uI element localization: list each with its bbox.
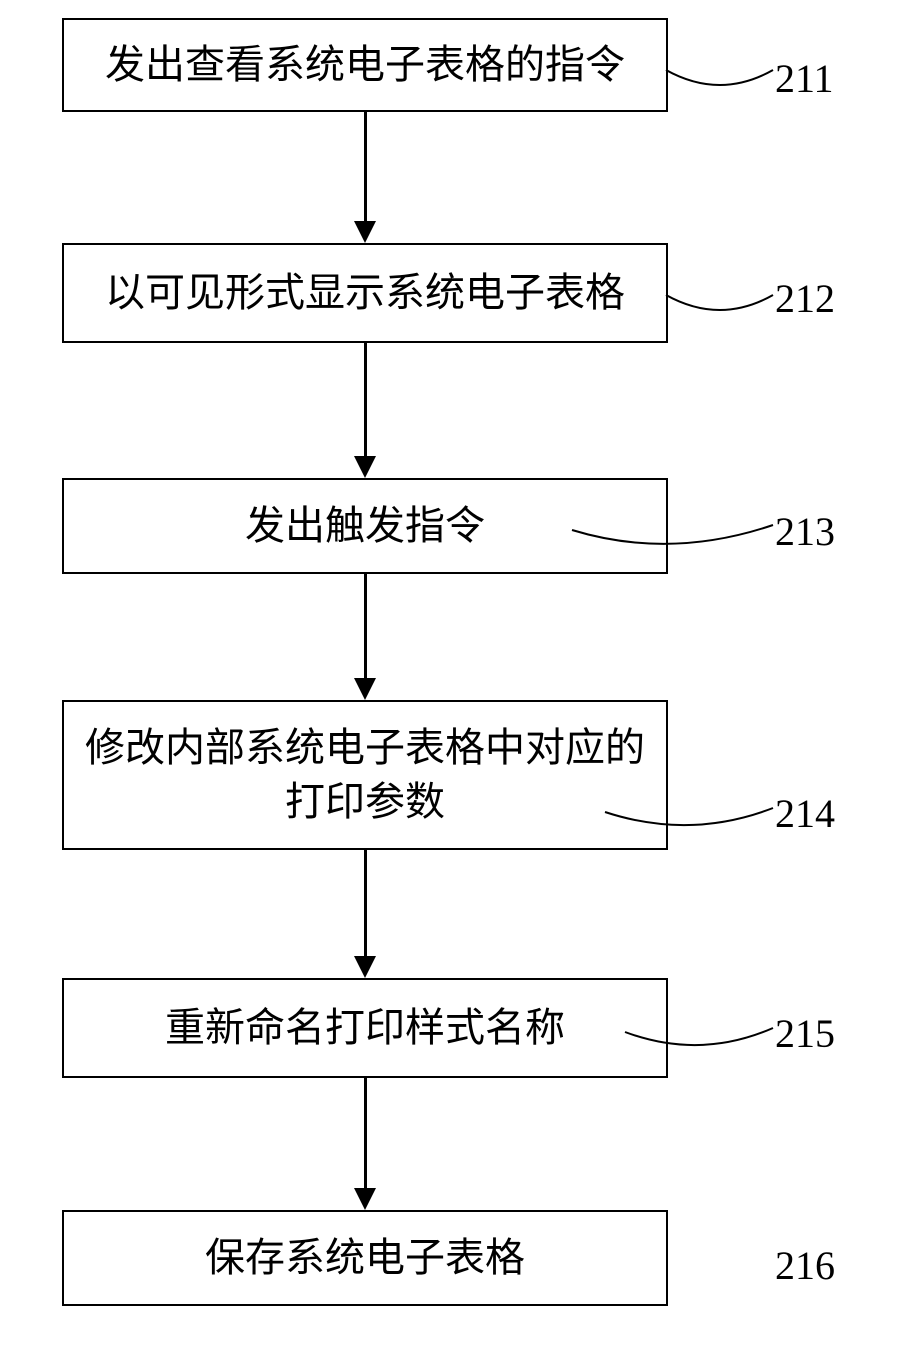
- flow-arrow-line: [364, 343, 367, 456]
- flow-node-text: 修改内部系统电子表格中对应的 打印参数: [75, 717, 655, 833]
- flow-arrow-head: [354, 1188, 376, 1210]
- flow-arrow-line: [364, 574, 367, 678]
- connector-curve: [661, 290, 778, 330]
- flow-node-text: 以可见形式显示系统电子表格: [95, 262, 635, 324]
- flow-node-label-n211: 211: [775, 55, 834, 102]
- flowchart-canvas: 发出查看系统电子表格的指令 211 以可见形式显示系统电子表格 212 发出触发指令 21…: [0, 0, 922, 1347]
- flow-node-label-n215: 215: [775, 1010, 835, 1057]
- flow-node-label-n216: 216: [775, 1242, 835, 1289]
- connector-curve: [661, 65, 778, 105]
- flow-node-n216: 保存系统电子表格: [62, 1210, 668, 1306]
- connector-curve: [620, 1023, 778, 1065]
- flow-arrow-line: [364, 850, 367, 956]
- flow-node-text: 发出查看系统电子表格的指令: [95, 34, 635, 96]
- flow-node-n211: 发出查看系统电子表格的指令: [62, 18, 668, 112]
- flow-node-text: 重新命名打印样式名称: [155, 997, 575, 1059]
- flow-arrow-line: [364, 1078, 367, 1188]
- flow-arrow-head: [354, 678, 376, 700]
- connector-curve: [600, 803, 778, 845]
- flow-node-text: 保存系统电子表格: [195, 1227, 535, 1289]
- flow-node-label-n214: 214: [775, 790, 835, 837]
- flow-node-n214: 修改内部系统电子表格中对应的 打印参数: [62, 700, 668, 850]
- flow-arrow-head: [354, 221, 376, 243]
- flow-node-label-n213: 213: [775, 508, 835, 555]
- flow-arrow-head: [354, 956, 376, 978]
- flow-node-text: 发出触发指令: [235, 495, 495, 557]
- flow-arrow-head: [354, 456, 376, 478]
- flow-node-n215: 重新命名打印样式名称: [62, 978, 668, 1078]
- flow-arrow-line: [364, 112, 367, 221]
- flow-node-label-n212: 212: [775, 275, 835, 322]
- connector-curve: [567, 520, 778, 565]
- flow-node-n212: 以可见形式显示系统电子表格: [62, 243, 668, 343]
